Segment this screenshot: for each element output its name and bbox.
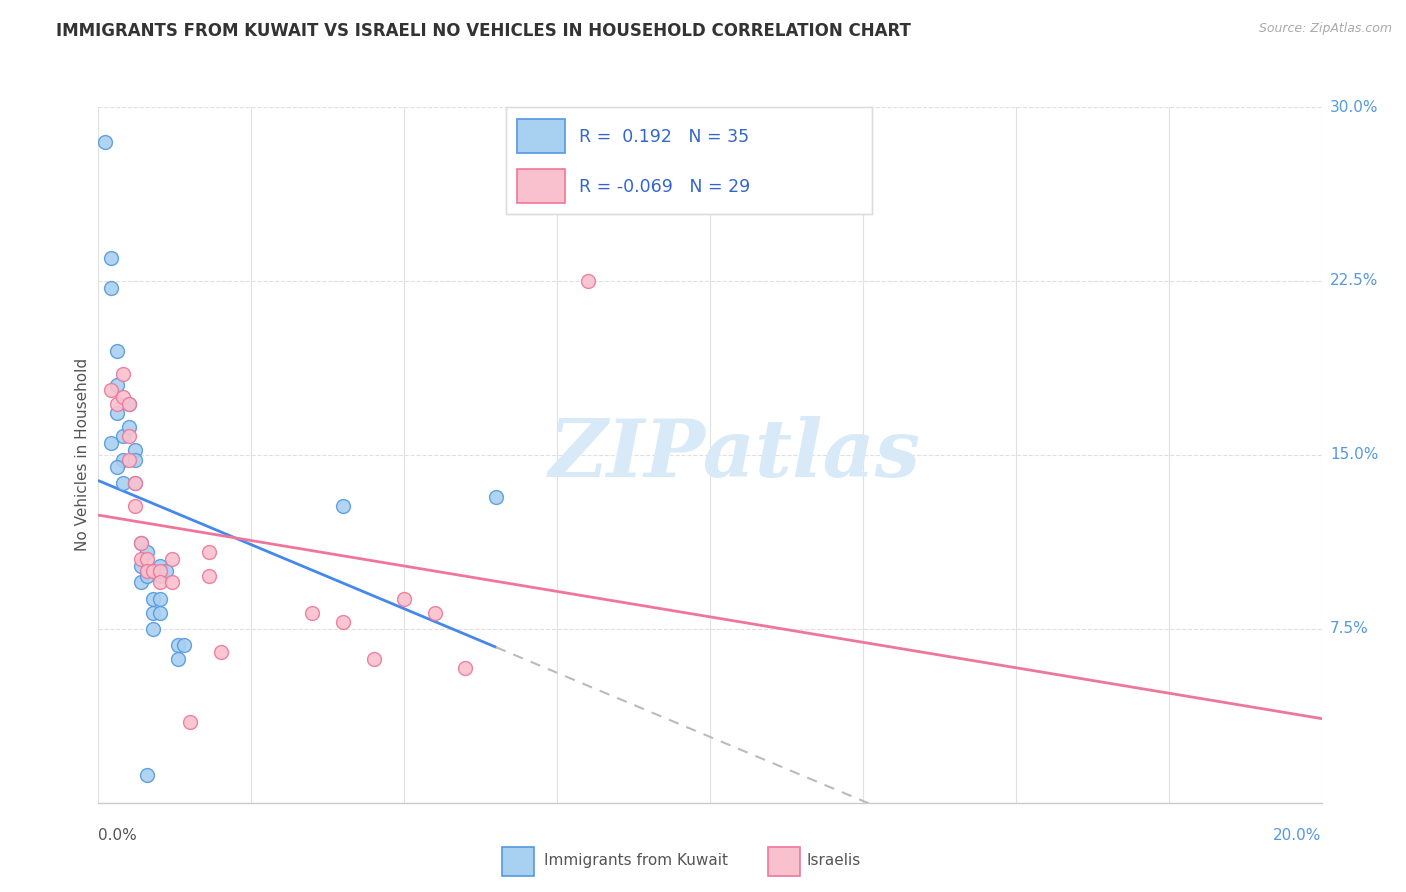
Point [111, 367, 134, 381]
Point [301, 606, 323, 620]
Point [105, 459, 128, 474]
Point [149, 564, 172, 578]
Text: 20.0%: 20.0% [1274, 828, 1322, 843]
Point [118, 452, 141, 467]
Bar [502, 847, 534, 876]
Point [129, 536, 152, 550]
Point [142, 564, 165, 578]
Point [111, 452, 134, 467]
Point [100, 281, 122, 295]
Y-axis label: No Vehicles in Household: No Vehicles in Household [75, 359, 90, 551]
Point [160, 575, 183, 590]
Point [124, 499, 146, 513]
Point [105, 406, 128, 420]
Point [100, 436, 122, 450]
Point [129, 536, 152, 550]
Point [118, 420, 141, 434]
Point [167, 652, 190, 666]
Point [155, 564, 177, 578]
Point [136, 568, 159, 582]
Point [149, 606, 172, 620]
Point [111, 429, 134, 443]
Point [100, 251, 122, 265]
Text: 22.5%: 22.5% [1330, 274, 1378, 288]
Point [454, 661, 477, 675]
Point [197, 545, 219, 559]
Point [136, 768, 159, 782]
Point [105, 378, 128, 392]
Point [136, 552, 159, 566]
Point [160, 552, 183, 566]
Point [124, 475, 146, 490]
Point [423, 606, 446, 620]
Point [100, 383, 122, 397]
Point [118, 429, 141, 443]
Point [485, 490, 508, 504]
Point [332, 499, 354, 513]
Point [197, 568, 219, 582]
Text: Source: ZipAtlas.com: Source: ZipAtlas.com [1258, 22, 1392, 36]
Text: Israelis: Israelis [806, 854, 860, 868]
Point [129, 552, 152, 566]
Point [167, 638, 190, 652]
Text: ZIPatlas: ZIPatlas [548, 417, 921, 493]
Point [142, 622, 165, 636]
Point [118, 397, 141, 411]
Point [93, 135, 115, 149]
Point [149, 575, 172, 590]
Point [111, 390, 134, 404]
Point [111, 475, 134, 490]
Point [136, 564, 159, 578]
Point [332, 615, 354, 629]
Point [209, 645, 232, 659]
Point [576, 274, 599, 288]
Point [124, 443, 146, 458]
Text: R =  0.192   N = 35: R = 0.192 N = 35 [579, 128, 749, 146]
Point [142, 591, 165, 606]
Point [129, 559, 152, 574]
Point [149, 559, 172, 574]
Point [363, 652, 385, 666]
Point [179, 714, 201, 729]
Text: 7.5%: 7.5% [1330, 622, 1368, 636]
Bar [517, 119, 565, 153]
Point [136, 545, 159, 559]
Text: Immigrants from Kuwait: Immigrants from Kuwait [544, 854, 728, 868]
Text: IMMIGRANTS FROM KUWAIT VS ISRAELI NO VEHICLES IN HOUSEHOLD CORRELATION CHART: IMMIGRANTS FROM KUWAIT VS ISRAELI NO VEH… [56, 22, 911, 40]
Bar [768, 847, 800, 876]
Text: 30.0%: 30.0% [1330, 100, 1378, 114]
Point [105, 343, 128, 358]
Point [142, 606, 165, 620]
Point [392, 591, 416, 606]
Bar [517, 169, 565, 203]
Text: 15.0%: 15.0% [1330, 448, 1378, 462]
Point [173, 638, 195, 652]
Text: 0.0%: 0.0% [98, 828, 138, 843]
Point [118, 397, 141, 411]
Point [124, 475, 146, 490]
Point [124, 452, 146, 467]
Point [149, 568, 172, 582]
Point [129, 575, 152, 590]
Text: R = -0.069   N = 29: R = -0.069 N = 29 [579, 178, 751, 196]
Point [105, 397, 128, 411]
Point [149, 591, 172, 606]
